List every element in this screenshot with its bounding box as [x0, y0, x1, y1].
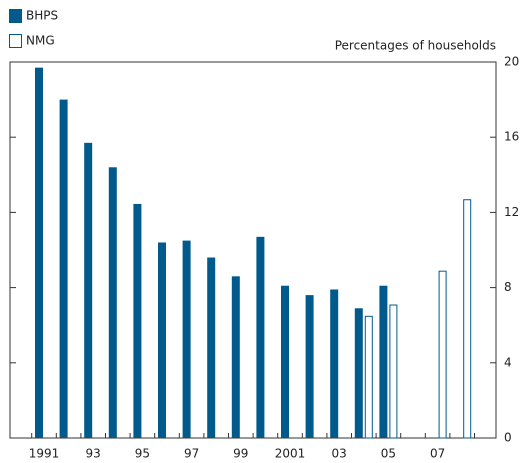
bar: [281, 285, 289, 438]
x-tick-label: 95: [135, 447, 150, 461]
legend-swatch: [9, 9, 22, 23]
x-tick-label: 07: [430, 447, 445, 461]
chart-subtitle: Percentages of households: [335, 39, 496, 53]
bar: [364, 315, 373, 439]
bar: [330, 289, 339, 438]
bar: [108, 167, 117, 438]
y-tick-label: 20: [504, 55, 519, 69]
bar: [305, 295, 314, 438]
y-tick-label: 16: [504, 130, 519, 144]
y-tick-label: 4: [504, 355, 512, 369]
bar: [354, 308, 363, 438]
x-tick-label: 93: [86, 447, 101, 461]
bar: [182, 240, 191, 438]
bar: [207, 257, 216, 438]
bar: [35, 67, 43, 438]
bar: [389, 304, 398, 439]
y-tick-label: 0: [504, 431, 512, 445]
x-tick-label: 03: [332, 447, 347, 461]
y-tick-label: 8: [504, 280, 512, 294]
x-tick-label: 05: [381, 447, 396, 461]
legend-swatch: [9, 34, 22, 48]
x-tick-label: 2001: [275, 447, 306, 461]
plot-frame: [9, 61, 497, 439]
x-tick-label: 1991: [29, 447, 60, 461]
bar: [463, 199, 472, 439]
x-tick-label: 97: [184, 447, 199, 461]
bar: [438, 270, 447, 439]
bar: [133, 203, 142, 438]
bar: [256, 236, 265, 438]
x-tick-label: 99: [233, 447, 248, 461]
bar: [59, 99, 68, 438]
legend-label: NMG: [26, 34, 55, 48]
bar: [84, 142, 93, 438]
bar: [231, 276, 240, 438]
bar: [158, 242, 166, 438]
bar: [379, 285, 388, 438]
y-tick-label: 12: [504, 205, 519, 219]
legend-label: BHPS: [26, 9, 58, 23]
